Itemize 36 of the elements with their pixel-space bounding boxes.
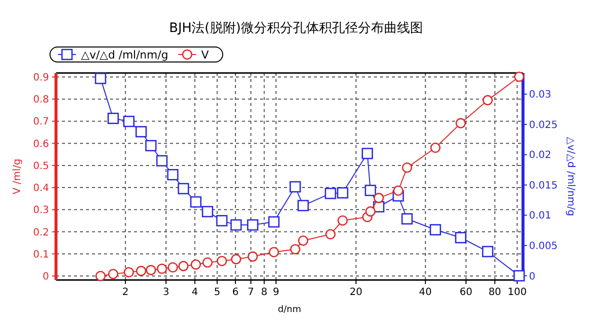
- y2-axis-title: △v/△d /ml/nm/g: [565, 136, 576, 216]
- x-tick-label: 60: [460, 287, 472, 298]
- y-tick-label: 0.8: [33, 94, 49, 106]
- y-tick-label: 0.2: [33, 227, 49, 238]
- legend-label: V: [201, 48, 210, 62]
- legend-label: △v/△d /ml/nm/g: [81, 48, 168, 62]
- y-tick-label: 0.5: [33, 160, 49, 172]
- x-tick-label: 40: [419, 287, 432, 298]
- x-tick-label: 2: [122, 287, 129, 298]
- x-tick-label: 3: [162, 287, 170, 298]
- x-tick-label: 9: [272, 287, 280, 298]
- y2-tick-label: 0.025: [529, 120, 558, 131]
- x-axis-title: d/nm: [278, 305, 302, 315]
- y-tick-label: 0: [42, 272, 49, 283]
- y2-tick-label: 0.005: [529, 241, 558, 252]
- y-tick-label: 0.6: [33, 138, 49, 150]
- x-tick-label: 80: [488, 287, 502, 298]
- y2-tick-label: 0.01: [529, 210, 552, 222]
- y-tick-label: 0.4: [33, 183, 49, 194]
- y-axis-title: V /ml/g: [12, 158, 23, 194]
- x-tick-label: 100: [508, 287, 527, 298]
- x-tick-label: 20: [350, 287, 362, 298]
- y-tick-label: 0.3: [33, 205, 49, 216]
- x-tick-label: 7: [248, 287, 254, 298]
- y2-tick-label: 0.02: [529, 150, 552, 162]
- x-tick-label: 8: [261, 287, 268, 298]
- chart-title: BJH法(脱附)微分积分孔体积孔径分布曲线图: [169, 21, 423, 36]
- x-tick-label: 6: [232, 287, 239, 298]
- y2-tick-label: 0.015: [529, 180, 558, 192]
- x-tick-label: 5: [214, 287, 220, 298]
- x-tick-label: 4: [192, 287, 198, 298]
- y-tick-label: 0.9: [33, 72, 49, 84]
- y-tick-label: 0.7: [33, 116, 49, 128]
- y-tick-label: 0.1: [33, 249, 49, 260]
- y2-tick-label: 0: [529, 271, 536, 282]
- y2-tick-label: 0.03: [529, 90, 552, 101]
